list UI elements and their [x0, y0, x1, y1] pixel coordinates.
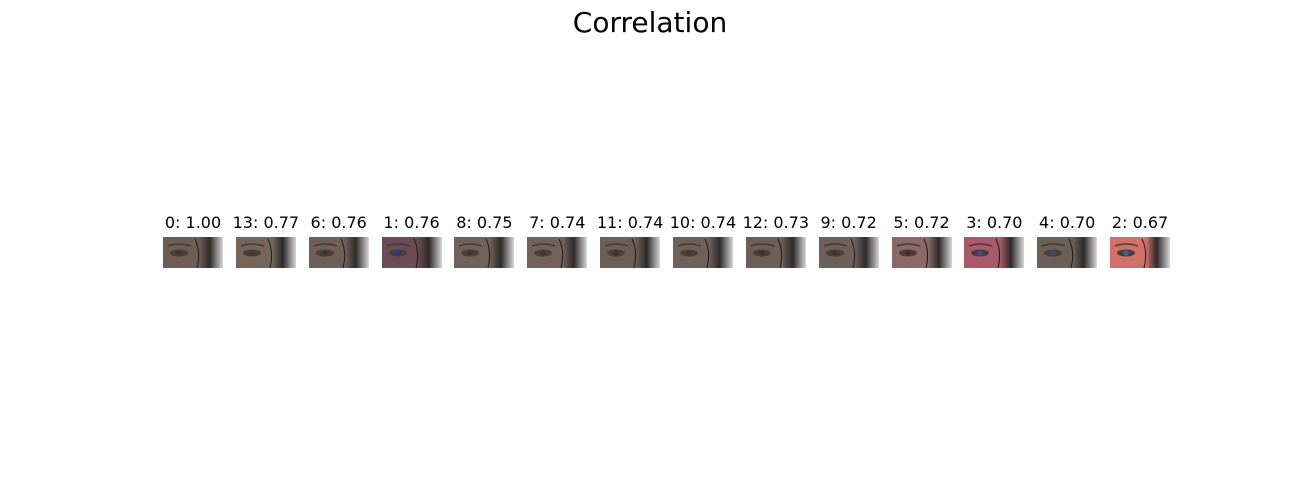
frame-line — [631, 238, 637, 268]
iris-shape — [613, 250, 619, 256]
frame-line — [413, 238, 418, 268]
frame-line — [267, 238, 272, 268]
image-panel: 0: 1.00 — [155, 212, 231, 272]
iris-shape — [758, 250, 765, 256]
iris-shape — [904, 250, 911, 256]
panel-label: 3: 0.70 — [966, 213, 1023, 232]
image-panel: 4: 0.70 — [1029, 212, 1105, 272]
eye-thumbnail — [600, 237, 661, 268]
iris-shape — [540, 250, 547, 256]
iris-shape — [831, 250, 838, 256]
eye-thumbnail — [745, 237, 806, 268]
panel-label: 1: 0.76 — [383, 213, 440, 232]
frame-line — [1068, 238, 1074, 268]
eye-thumbnail — [381, 237, 442, 268]
brow-line — [1041, 243, 1066, 247]
eye-thumbnail — [527, 237, 588, 268]
frame-line — [340, 238, 345, 268]
brow-line — [459, 243, 483, 247]
eye-thumbnail — [672, 237, 733, 268]
panel-label: 11: 0.74 — [596, 213, 664, 232]
panel-label: 6: 0.76 — [310, 213, 367, 232]
eye-thumbnail — [1037, 237, 1098, 268]
image-panel: 3: 0.70 — [956, 212, 1032, 272]
image-panel: 7: 0.74 — [519, 212, 595, 272]
frame-line — [485, 238, 491, 268]
brow-line — [386, 243, 410, 247]
image-panel: 2: 0.67 — [1102, 212, 1178, 272]
brow-line — [240, 243, 265, 247]
image-panel: 1: 0.76 — [374, 212, 450, 272]
frame-line — [777, 238, 782, 268]
eye-thumbnail — [235, 237, 296, 268]
brow-line — [604, 243, 629, 247]
iris-shape — [1123, 250, 1129, 256]
panel-label: 8: 0.75 — [456, 213, 513, 232]
eye-thumbnail — [891, 237, 952, 268]
panel-label: 12: 0.73 — [742, 213, 810, 232]
brow-line — [896, 243, 920, 247]
iris-shape — [977, 250, 984, 256]
image-panel: 12: 0.73 — [738, 212, 814, 272]
brow-line — [532, 243, 556, 247]
iris-shape — [686, 250, 692, 256]
iris-shape — [321, 250, 328, 256]
eye-thumbnail — [1110, 237, 1171, 268]
brow-line — [750, 243, 774, 247]
panel-label: 9: 0.72 — [820, 213, 877, 232]
panel-label: 5: 0.72 — [893, 213, 950, 232]
panel-label: 13: 0.77 — [232, 213, 300, 232]
frame-line — [850, 238, 855, 268]
image-panel: 11: 0.74 — [592, 212, 668, 272]
panel-label: 7: 0.74 — [529, 213, 586, 232]
frame-line — [194, 238, 200, 268]
eye-thumbnail — [964, 237, 1025, 268]
image-panel: 9: 0.72 — [811, 212, 887, 272]
iris-shape — [249, 250, 255, 256]
image-panel: 6: 0.76 — [301, 212, 377, 272]
image-panel: 5: 0.72 — [884, 212, 960, 272]
frame-line — [995, 238, 1001, 268]
image-panel: 13: 0.77 — [228, 212, 304, 272]
frame-line — [704, 238, 710, 268]
frame-line — [1141, 238, 1147, 268]
eye-thumbnail — [454, 237, 515, 268]
eye-thumbnail — [308, 237, 369, 268]
image-panel: 10: 0.74 — [665, 212, 741, 272]
brow-line — [167, 243, 192, 247]
panel-label: 4: 0.70 — [1039, 213, 1096, 232]
brow-line — [313, 243, 337, 247]
iris-shape — [1050, 250, 1056, 256]
brow-line — [1114, 243, 1139, 247]
brow-line — [677, 243, 702, 247]
chart-title: Correlation — [572, 6, 728, 39]
iris-shape — [176, 250, 182, 256]
panel-label: 0: 1.00 — [164, 213, 222, 232]
eye-thumbnail — [163, 237, 223, 268]
iris-shape — [394, 250, 401, 256]
eye-thumbnail — [818, 237, 879, 268]
panel-label: 2: 0.67 — [1111, 213, 1169, 232]
panel-label: 10: 0.74 — [669, 213, 737, 232]
image-panel: 8: 0.75 — [446, 212, 522, 272]
frame-line — [923, 238, 928, 268]
brow-line — [823, 243, 847, 247]
iris-shape — [467, 250, 474, 256]
frame-line — [558, 238, 564, 268]
brow-line — [969, 243, 993, 247]
